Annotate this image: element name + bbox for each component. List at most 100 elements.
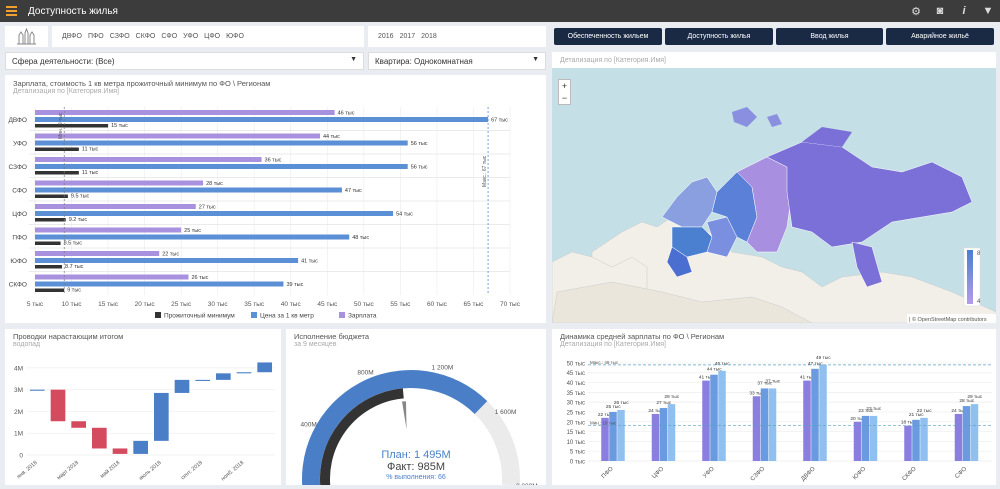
- category-label: СФО: [12, 187, 27, 194]
- bar: [954, 413, 963, 461]
- bar-value-label: 47 тыс: [808, 361, 823, 367]
- bar-value-label: 46 тыс: [338, 111, 355, 117]
- apartment-select[interactable]: Квартира: Однокомнатная ▼: [368, 52, 546, 70]
- bar-value-label: 9.2 тыс: [69, 217, 88, 223]
- bar-value-label: 54 тыс: [396, 212, 413, 218]
- map-zoom-out-button[interactable]: −: [561, 93, 568, 103]
- x-tick-label: 60 тыс: [427, 301, 448, 308]
- bar: [35, 124, 109, 128]
- y-tick-label: 35 тыс: [567, 391, 585, 397]
- x-tick-label: июль 2018: [138, 460, 162, 482]
- waterfall-bar: [92, 427, 107, 449]
- dynamics-chart: 0 тыс 5 тыс 10 тыс 15 тыс 20 тыс 25 тыс 30 тыс…: [567, 355, 992, 483]
- x-tick-label: март 2018: [56, 460, 80, 481]
- housing-supply-button[interactable]: Обеспеченность жильем: [554, 28, 662, 45]
- bar-value-label: 37 тыс: [757, 380, 772, 386]
- cumulative-chart: 0 1M 2M 3M 4M янв. 2018 март 2018 май 2018 июль …: [14, 362, 275, 482]
- gauge-tick-label: 2 000M: [516, 483, 538, 485]
- dynamics-chart-subtitle: Детализация по [Категория.Имя]: [560, 341, 666, 348]
- bar: [35, 194, 68, 198]
- region-filter-cfo[interactable]: ЦФО: [204, 33, 221, 40]
- x-tick-label: 45 тыс: [317, 301, 338, 308]
- bar: [601, 417, 609, 461]
- bar: [904, 425, 912, 461]
- region-filter-dvfo[interactable]: ДВФО: [62, 33, 82, 40]
- y-tick-label: 4M: [14, 365, 23, 372]
- x-tick-label: сент. 2018: [180, 460, 204, 481]
- min-reference-label: Мин.: 9 тыс: [58, 112, 64, 139]
- waterfall-bar: [195, 379, 210, 381]
- bar-value-label: 27 тыс: [656, 400, 671, 406]
- menu-icon[interactable]: [0, 0, 22, 22]
- category-label: УФО: [702, 466, 716, 480]
- gauge-fact-arc: [320, 388, 404, 485]
- budget-plan: План: 1 495M: [381, 449, 451, 461]
- bar: [667, 404, 676, 461]
- waterfall-bar: [174, 379, 190, 393]
- bar-value-label: 46 тыс: [715, 361, 730, 367]
- bar: [35, 171, 79, 175]
- category-label: ПФО: [601, 466, 615, 480]
- bar-value-label: 23 тыс: [858, 408, 873, 414]
- salary-chart: 5 тыс 10 тыс 15 тыс 20 тыс 25 тыс 30 тыс 35 ты…: [8, 107, 521, 320]
- housing-affordability-button[interactable]: Доступность жилья: [665, 28, 773, 45]
- category-label: ДВФО: [800, 466, 817, 483]
- activity-select[interactable]: Сфера деятельности: (Все) ▼: [5, 52, 364, 70]
- bar-value-label: 25 тыс: [184, 228, 201, 234]
- bar-value-label: 21 тыс: [909, 412, 924, 418]
- bar: [35, 140, 408, 146]
- max-reference-label: Макс.: 67 тыс: [482, 155, 488, 187]
- x-tick-label: янв. 2018: [16, 460, 38, 480]
- bar: [35, 211, 394, 216]
- bar: [35, 187, 342, 193]
- category-label: ЮФО: [852, 466, 867, 481]
- x-tick-label: 20 тыс: [135, 301, 156, 308]
- region-filter-szfo[interactable]: СЗФО: [109, 33, 130, 40]
- filter-icon[interactable]: ▼: [982, 5, 994, 17]
- region-filter-pfo[interactable]: ПФО: [87, 33, 104, 40]
- cumulative-chart-panel: Проводки нарастающим итогом водопад 0 1M 2…: [5, 329, 281, 485]
- y-tick-label: 2M: [14, 409, 23, 416]
- bar: [35, 258, 299, 263]
- bar: [35, 281, 284, 287]
- x-tick-label: 65 тыс: [463, 301, 484, 308]
- waterfall-bar: [257, 362, 272, 373]
- year-filter-2018[interactable]: 2018: [421, 33, 437, 40]
- bar-value-label: 41 тыс: [800, 375, 815, 381]
- bar: [811, 368, 819, 461]
- bar: [912, 419, 920, 461]
- apartment-select-value: Квартира: Однокомнатная: [375, 56, 473, 66]
- salary-chart-title: Зарплата, стоимость 1 кв метра прожиточн…: [13, 79, 271, 88]
- bar-value-label: 25 тыс: [606, 404, 621, 410]
- waterfall-bar: [112, 448, 128, 454]
- info-icon[interactable]: i: [962, 5, 966, 17]
- region-filter-yufo[interactable]: ЮФО: [226, 33, 244, 40]
- bar-value-label: 20 тыс: [850, 416, 865, 422]
- emergency-housing-button[interactable]: Аварийное жильё: [886, 28, 994, 45]
- bar: [35, 180, 204, 186]
- category-label: СЗФО: [750, 466, 767, 483]
- camera-icon[interactable]: ◙: [936, 5, 944, 17]
- category-label: ПФО: [12, 234, 27, 241]
- map-region-far-east: [766, 141, 973, 248]
- region-filter-skfo[interactable]: СКФО: [135, 33, 156, 40]
- settings-icon[interactable]: ⚙: [911, 5, 921, 18]
- gauge-tick-label: 1 200M: [432, 364, 454, 371]
- bar-value-label: 39 тыс: [286, 282, 303, 288]
- bar-value-label: 56 тыс: [411, 141, 428, 147]
- year-filter-2017[interactable]: 2017: [399, 33, 416, 40]
- x-tick-label: 25 тыс: [171, 301, 192, 308]
- bar-value-label: 9 тыс: [67, 288, 81, 294]
- region-map: 8 4 | © OpenStreetMap contributors: [552, 68, 996, 323]
- bar: [617, 410, 625, 461]
- map-zoom-in-button[interactable]: +: [561, 81, 568, 91]
- bar-value-label: 15 тыс: [111, 123, 128, 129]
- year-filter-2016[interactable]: 2016: [378, 33, 394, 40]
- region-filter-sfo[interactable]: СФО: [161, 33, 178, 40]
- region-filter-ufo[interactable]: УФО: [183, 33, 199, 40]
- salary-chart-panel: Зарплата, стоимость 1 кв метра прожиточн…: [5, 75, 546, 323]
- bar-value-label: 28 тыс: [959, 398, 974, 404]
- min-reference-label: Мин.: 18 тыс: [590, 421, 617, 426]
- housing-commissioning-button[interactable]: Ввод жилья: [776, 28, 883, 45]
- app-title: Доступность жилья: [28, 5, 118, 17]
